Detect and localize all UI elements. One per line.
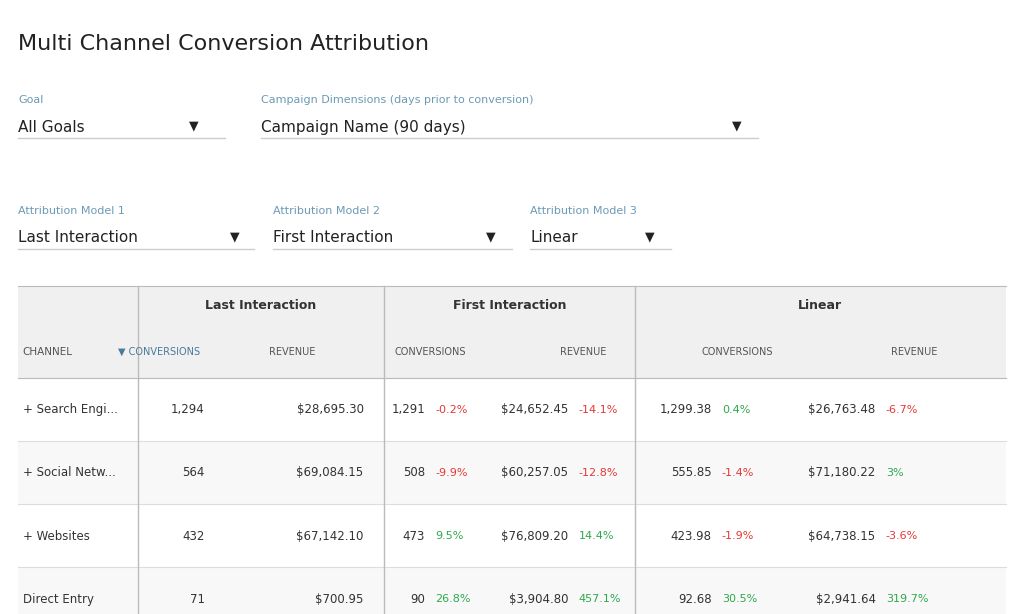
Text: 555.85: 555.85 [671,466,712,480]
Text: Attribution Model 1: Attribution Model 1 [18,206,125,216]
Text: $24,652.45: $24,652.45 [501,403,568,416]
Text: -12.8%: -12.8% [579,468,618,478]
Text: Last Interaction: Last Interaction [206,299,316,312]
Text: 1,294: 1,294 [171,403,205,416]
Text: + Websites: + Websites [23,529,89,543]
Text: $76,809.20: $76,809.20 [501,529,568,543]
Text: 564: 564 [182,466,205,480]
FancyBboxPatch shape [18,567,1006,614]
Text: ▼: ▼ [230,230,240,243]
Text: ▼: ▼ [645,230,654,243]
Text: $60,257.05: $60,257.05 [502,466,568,480]
Text: Linear: Linear [798,299,843,312]
Text: 319.7%: 319.7% [886,594,929,604]
Text: REVENUE: REVENUE [891,346,937,357]
Text: All Goals: All Goals [18,120,85,134]
Text: $2,941.64: $2,941.64 [815,593,876,606]
Text: -6.7%: -6.7% [886,405,919,414]
Text: $28,695.30: $28,695.30 [297,403,364,416]
Text: $26,763.48: $26,763.48 [808,403,876,416]
Text: $71,180.22: $71,180.22 [808,466,876,480]
Text: ▼: ▼ [189,120,199,133]
Text: -1.9%: -1.9% [722,531,755,541]
Text: 71: 71 [189,593,205,606]
Text: First Interaction: First Interaction [273,230,393,245]
Text: 3%: 3% [886,468,903,478]
FancyBboxPatch shape [18,286,1006,614]
Text: ▼: ▼ [732,120,741,133]
Text: 423.98: 423.98 [671,529,712,543]
Text: -14.1%: -14.1% [579,405,617,414]
Text: 1,291: 1,291 [391,403,425,416]
Text: Attribution Model 3: Attribution Model 3 [530,206,637,216]
Text: Campaign Name (90 days): Campaign Name (90 days) [261,120,466,134]
Text: REVENUE: REVENUE [560,346,607,357]
Text: 0.4%: 0.4% [722,405,751,414]
Text: $67,142.10: $67,142.10 [296,529,364,543]
Text: $3,904.80: $3,904.80 [509,593,568,606]
Text: 9.5%: 9.5% [435,531,464,541]
Text: $64,738.15: $64,738.15 [808,529,876,543]
FancyBboxPatch shape [18,504,1006,567]
Text: 90: 90 [410,593,425,606]
Text: 1,299.38: 1,299.38 [659,403,712,416]
Text: REVENUE: REVENUE [268,346,315,357]
Text: ▼ CONVERSIONS: ▼ CONVERSIONS [118,346,200,357]
Text: 432: 432 [182,529,205,543]
Text: 473: 473 [402,529,425,543]
Text: Campaign Dimensions (days prior to conversion): Campaign Dimensions (days prior to conve… [261,95,534,105]
Text: Linear: Linear [530,230,579,245]
FancyBboxPatch shape [18,378,1006,441]
Text: 30.5%: 30.5% [722,594,757,604]
Text: -0.2%: -0.2% [435,405,468,414]
Text: $700.95: $700.95 [315,593,364,606]
Text: + Social Netw...: + Social Netw... [23,466,116,480]
FancyBboxPatch shape [18,441,1006,504]
Text: CONVERSIONS: CONVERSIONS [701,346,773,357]
Text: Multi Channel Conversion Attribution: Multi Channel Conversion Attribution [18,34,429,54]
Text: CONVERSIONS: CONVERSIONS [394,346,466,357]
Text: ▼: ▼ [486,230,496,243]
Text: 26.8%: 26.8% [435,594,471,604]
Text: CHANNEL: CHANNEL [23,346,73,357]
Text: 508: 508 [402,466,425,480]
Text: Direct Entry: Direct Entry [23,593,93,606]
Text: Goal: Goal [18,95,44,105]
Text: $69,084.15: $69,084.15 [296,466,364,480]
Text: Attribution Model 2: Attribution Model 2 [273,206,380,216]
Text: + Search Engi...: + Search Engi... [23,403,118,416]
Text: 457.1%: 457.1% [579,594,622,604]
Text: -3.6%: -3.6% [886,531,918,541]
Text: First Interaction: First Interaction [453,299,566,312]
Text: Last Interaction: Last Interaction [18,230,138,245]
Text: -9.9%: -9.9% [435,468,468,478]
Text: -1.4%: -1.4% [722,468,755,478]
Text: 14.4%: 14.4% [579,531,614,541]
Text: 92.68: 92.68 [678,593,712,606]
